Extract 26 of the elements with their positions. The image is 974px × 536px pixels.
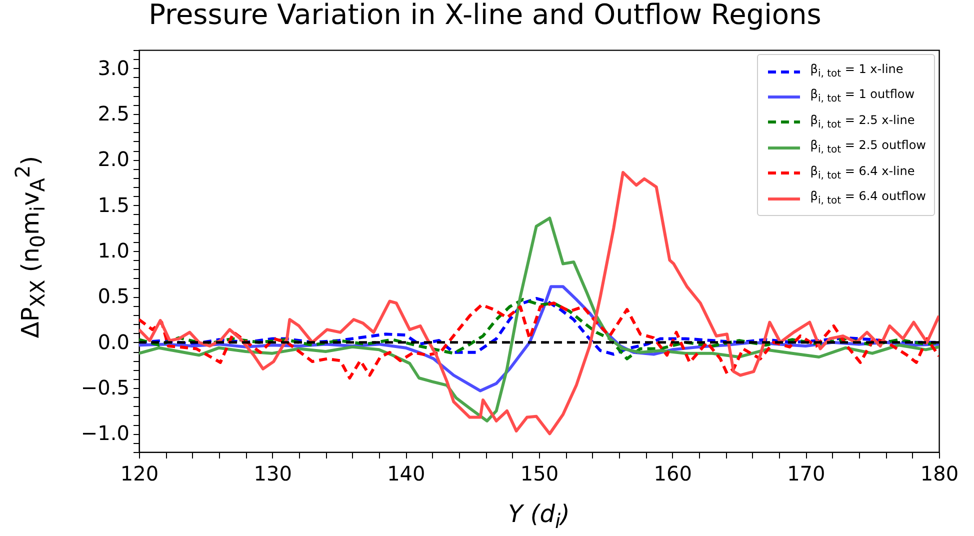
chart-title: Pressure Variation in X-line and Outflow Regions	[148, 0, 822, 31]
y-tick-label: −0.5	[80, 376, 130, 400]
line-series	[139, 302, 939, 380]
y-tick-label: −1.0	[80, 421, 130, 446]
y-tick-label: 0.0	[98, 330, 130, 354]
x-axis-title: Y (d$_{i}$)	[508, 500, 570, 533]
legend-label: β$_{i, tot}$ = 2.5 x-line	[810, 112, 915, 132]
y-tick-label: 1.5	[98, 192, 130, 217]
x-tick-label: 140	[387, 462, 426, 486]
x-tick-label: 180	[920, 462, 959, 486]
legend-label: β$_{i, tot}$ = 1 x-line	[810, 61, 904, 82]
x-tick-label: 120	[120, 462, 159, 486]
legend-label: β$_{i, tot}$ = 6.4 outflow	[810, 188, 926, 208]
legend-label: β$_{i, tot}$ = 2.5 outflow	[810, 137, 926, 158]
legend-label: β$_{i, tot}$ = 1 outflow	[810, 86, 915, 107]
y-tick-label: 2.5	[98, 101, 130, 126]
x-tick-label: 130	[254, 462, 292, 486]
x-tick-label: 150	[520, 462, 559, 486]
x-tick-label: 160	[654, 462, 692, 486]
line-series	[139, 216, 939, 422]
y-tick-label: 0.5	[98, 284, 130, 308]
y-tick-label: 1.0	[98, 238, 130, 262]
y-tick-label: 3.0	[98, 56, 130, 80]
legend-label: β$_{i, tot}$ = 6.4 x-line	[810, 162, 915, 183]
y-tick-label: 2.0	[98, 147, 130, 172]
x-tick-label: 170	[787, 462, 826, 486]
